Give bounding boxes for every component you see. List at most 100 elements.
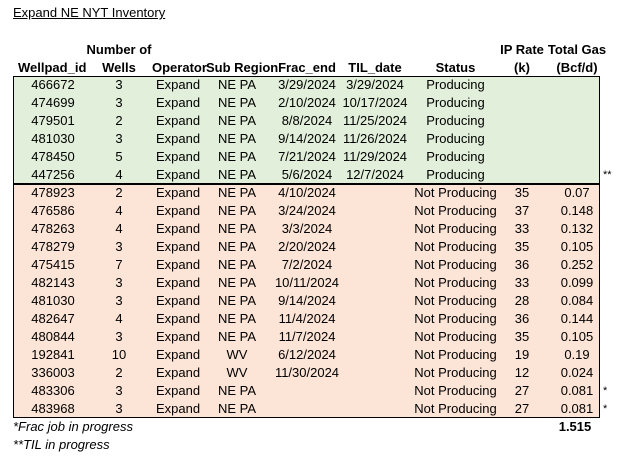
header-frac-end: Frac_end bbox=[278, 60, 336, 75]
row-footnote-marker: ** bbox=[603, 169, 612, 181]
table-row: 478279 3 Expand NE PA 2/20/2024 Not Producing… bbox=[13, 238, 600, 256]
cell-sub-region: NE PA bbox=[217, 131, 257, 146]
cell-frac-end: 3/29/2024 bbox=[278, 77, 336, 92]
table-row: 192841 10 Expand WV 6/12/2024 Not Producing 19… bbox=[13, 346, 600, 364]
cell-wellpad-id: 336003 bbox=[31, 365, 75, 380]
cell-status: Not Producing bbox=[414, 257, 497, 272]
cell-operator: Expand bbox=[155, 365, 201, 380]
cell-total-gas bbox=[544, 76, 610, 94]
cell-operator: Expand bbox=[155, 203, 201, 218]
cell-sub-region: NE PA bbox=[217, 77, 257, 92]
cell-ip-rate: 33 bbox=[514, 221, 530, 236]
cell-wells: 3 bbox=[115, 293, 123, 308]
cell-operator: Expand bbox=[155, 347, 201, 362]
cell-ip-rate: 12 bbox=[514, 365, 530, 380]
cell-wellpad-id: 482647 bbox=[31, 311, 75, 326]
cell-frac-end: 6/12/2024 bbox=[278, 347, 336, 362]
cell-ip-rate: 27 bbox=[514, 383, 530, 398]
table-row: 466672 3 Expand NE PA 3/29/2024 3/29/2024 Prod… bbox=[13, 76, 600, 94]
cell-frac-end: 7/21/2024 bbox=[278, 149, 336, 164]
header-wellpad-id: Wellpad_id bbox=[18, 60, 87, 75]
table-row: 475415 7 Expand NE PA 7/2/2024 Not Producing 3… bbox=[13, 256, 600, 274]
cell-status: Not Producing bbox=[414, 239, 497, 254]
total-gas-sum: 1.515 bbox=[558, 419, 592, 434]
cell-status: Not Producing bbox=[414, 329, 497, 344]
cell-total-gas: 0.19 bbox=[564, 347, 590, 362]
cell-til-date bbox=[340, 202, 410, 220]
table-row: 481030 3 Expand NE PA 9/14/2024 Not Producing… bbox=[13, 292, 600, 310]
cell-status: Not Producing bbox=[414, 185, 497, 200]
cell-operator: Expand bbox=[155, 131, 201, 146]
cell-wells: 7 bbox=[115, 257, 123, 272]
cell-ip-rate: 37 bbox=[514, 203, 530, 218]
cell-status: Not Producing bbox=[414, 383, 497, 398]
cell-total-gas bbox=[544, 112, 610, 130]
header-total-gas-line2: (Bcf/d) bbox=[556, 60, 598, 75]
cell-wells: 3 bbox=[115, 401, 123, 416]
cell-operator: Expand bbox=[155, 149, 201, 164]
cell-total-gas: 0.148 bbox=[560, 203, 594, 218]
cell-wells: 3 bbox=[115, 239, 123, 254]
cell-frac-end: 8/8/2024 bbox=[281, 113, 333, 128]
cell-sub-region: NE PA bbox=[217, 185, 257, 200]
cell-til-date bbox=[340, 346, 410, 364]
cell-status: Not Producing bbox=[414, 203, 497, 218]
cell-status: Not Producing bbox=[414, 275, 497, 290]
cell-til-date: 12/7/2024 bbox=[346, 167, 404, 182]
cell-operator: Expand bbox=[155, 401, 201, 416]
cell-til-date bbox=[340, 274, 410, 292]
cell-operator: Expand bbox=[155, 293, 201, 308]
cell-wellpad-id: 478263 bbox=[31, 221, 75, 236]
cell-wells: 3 bbox=[115, 329, 123, 344]
header-wells-line1: Number of bbox=[86, 42, 152, 57]
cell-status: Producing bbox=[426, 131, 485, 146]
cell-wells: 2 bbox=[115, 113, 123, 128]
cell-ip-rate bbox=[498, 112, 546, 130]
cell-frac-end: 2/10/2024 bbox=[278, 95, 336, 110]
cell-til-date bbox=[340, 400, 410, 418]
cell-til-date bbox=[340, 292, 410, 310]
cell-operator: Expand bbox=[155, 221, 201, 236]
cell-frac-end: 4/10/2024 bbox=[278, 185, 336, 200]
cell-frac-end: 11/7/2024 bbox=[278, 329, 336, 344]
cell-total-gas: 0.081 bbox=[560, 401, 594, 416]
cell-wells: 3 bbox=[115, 275, 123, 290]
cell-sub-region: WV bbox=[226, 365, 248, 380]
cell-total-gas bbox=[544, 94, 610, 112]
table-row: 336003 2 Expand WV 11/30/2024 Not Producing 12… bbox=[13, 364, 600, 382]
cell-wellpad-id: 478450 bbox=[31, 149, 75, 164]
cell-frac-end: 5/6/2024 bbox=[281, 167, 333, 182]
cell-ip-rate: 36 bbox=[514, 311, 530, 326]
cell-til-date bbox=[340, 310, 410, 328]
cell-operator: Expand bbox=[155, 329, 201, 344]
cell-ip-rate: 35 bbox=[514, 185, 530, 200]
cell-frac-end: 7/2/2024 bbox=[281, 257, 333, 272]
cell-sub-region: NE PA bbox=[217, 401, 257, 416]
cell-wellpad-id: 479501 bbox=[31, 113, 75, 128]
cell-operator: Expand bbox=[155, 275, 201, 290]
cell-wellpad-id: 481030 bbox=[31, 131, 75, 146]
cell-wells: 4 bbox=[115, 311, 123, 326]
cell-ip-rate: 19 bbox=[514, 347, 530, 362]
cell-sub-region: NE PA bbox=[217, 149, 257, 164]
footnote-til: **TIL in progress bbox=[13, 437, 110, 452]
cell-frac-end: 3/3/2024 bbox=[281, 221, 333, 236]
cell-wells: 4 bbox=[115, 203, 123, 218]
cell-wells: 3 bbox=[115, 95, 123, 110]
cell-wells: 2 bbox=[115, 185, 123, 200]
cell-wellpad-id: 476586 bbox=[31, 203, 75, 218]
cell-total-gas: 0.132 bbox=[560, 221, 594, 236]
cell-total-gas: 0.07 bbox=[564, 185, 590, 200]
cell-wellpad-id: 192841 bbox=[31, 347, 75, 362]
cell-wellpad-id: 481030 bbox=[31, 293, 75, 308]
cell-sub-region: NE PA bbox=[217, 257, 257, 272]
cell-til-date: 11/26/2024 bbox=[342, 131, 408, 146]
cell-sub-region: NE PA bbox=[217, 167, 257, 182]
cell-wellpad-id: 466672 bbox=[31, 77, 75, 92]
cell-wellpad-id: 478923 bbox=[31, 185, 75, 200]
cell-til-date bbox=[340, 328, 410, 346]
cell-total-gas: 0.024 bbox=[560, 365, 594, 380]
cell-til-date bbox=[340, 256, 410, 274]
cell-til-date bbox=[340, 238, 410, 256]
cell-sub-region: NE PA bbox=[217, 239, 257, 254]
